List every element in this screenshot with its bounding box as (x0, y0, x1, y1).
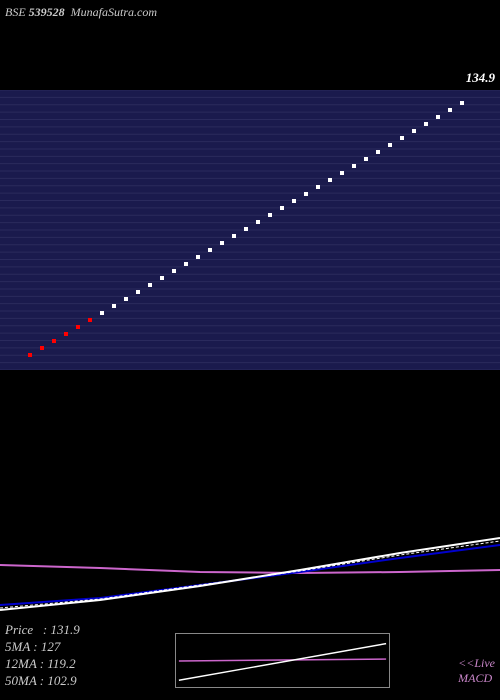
current-price-display: 134.9 (466, 70, 495, 86)
main-price-chart (0, 90, 500, 370)
ticker-symbol: 539528 (29, 5, 65, 19)
macd-label: <<Live MACD (458, 656, 495, 685)
source-label: MunafaSutra.com (71, 5, 157, 19)
moving-average-chart (0, 520, 500, 620)
price-info-panel: Price : 131.9 5MA : 127 12MA : 119.2 50M… (5, 622, 80, 690)
chart-header: BSE 539528 MunafaSutra.com (5, 5, 157, 20)
price-value: : 131.9 (43, 622, 80, 637)
macd-inset-chart (175, 633, 390, 688)
price-label: Price (5, 622, 33, 637)
ma5-value: 5MA : 127 (5, 639, 80, 656)
ma12-value: 12MA : 119.2 (5, 656, 80, 673)
ma50-value: 50MA : 102.9 (5, 673, 80, 690)
exchange-label: BSE (5, 5, 26, 19)
